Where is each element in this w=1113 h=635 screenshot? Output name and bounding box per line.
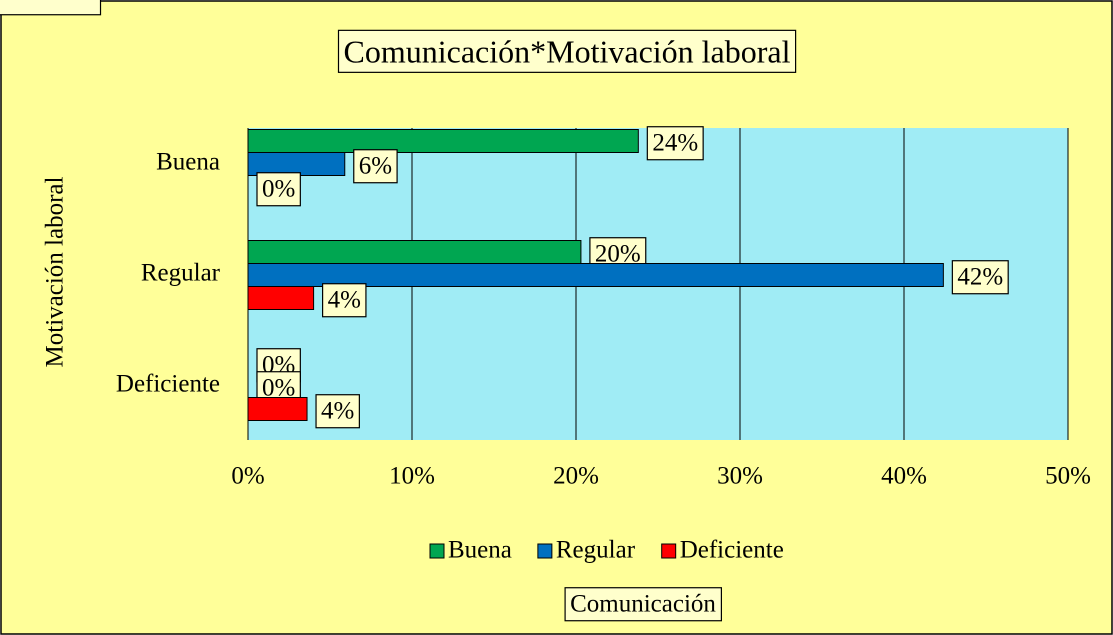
data-label: 6% (359, 153, 392, 180)
bar (247, 152, 346, 176)
data-label-group: 42% (951, 260, 1009, 295)
data-label-box (951, 260, 1009, 295)
data-label-box (322, 283, 367, 318)
data-label: 4% (328, 287, 361, 314)
x-tick-label: 20% (553, 463, 599, 490)
data-label: 4% (321, 398, 354, 425)
x-tick-label: 30% (717, 463, 763, 490)
chart-title: Comunicación*Motivación laboral (344, 33, 791, 69)
data-label-box (315, 394, 360, 429)
y-axis-label: Motivación laboral (42, 176, 69, 367)
legend-label: Buena (448, 537, 512, 564)
data-label-group: 6% (353, 149, 398, 184)
y-tick-label: Regular (141, 260, 221, 287)
x-tick-label: 50% (1045, 463, 1091, 490)
x-axis-label: Comunicación (570, 591, 716, 618)
chart-title-box (337, 29, 797, 73)
data-label-group: 4% (315, 394, 360, 429)
legend-swatch (661, 543, 677, 559)
data-label-box (353, 149, 398, 184)
bar (247, 286, 315, 310)
data-label-group: 24% (646, 126, 704, 161)
y-axis-label-box (0, 0, 102, 16)
legend-label: Regular (556, 537, 636, 564)
x-axis-label-box (564, 587, 722, 622)
legend-label: Deficiente (680, 537, 784, 564)
chart-title-group: Comunicación*Motivación laboral (337, 29, 797, 73)
data-label-group: 4% (322, 283, 367, 318)
data-label: 0% (262, 176, 295, 203)
x-axis-label-group: Comunicación (564, 587, 722, 622)
bar (247, 129, 639, 153)
data-label-box (256, 172, 301, 207)
legend-swatch (429, 543, 445, 559)
bar (247, 263, 944, 287)
x-tick-label: 10% (389, 463, 435, 490)
x-tick-label: 0% (231, 463, 264, 490)
y-tick-label: Deficiente (116, 371, 220, 398)
data-label: 42% (957, 264, 1003, 291)
bar (247, 397, 308, 421)
data-label: 24% (652, 130, 698, 157)
x-tick-label: 40% (881, 463, 927, 490)
y-tick-label: Buena (156, 149, 220, 176)
data-label-group: 0% (256, 172, 301, 207)
y-axis-label-group: Motivación laboral (0, 0, 102, 367)
legend-swatch (537, 543, 553, 559)
data-label-box (646, 126, 704, 161)
bar (247, 240, 582, 264)
